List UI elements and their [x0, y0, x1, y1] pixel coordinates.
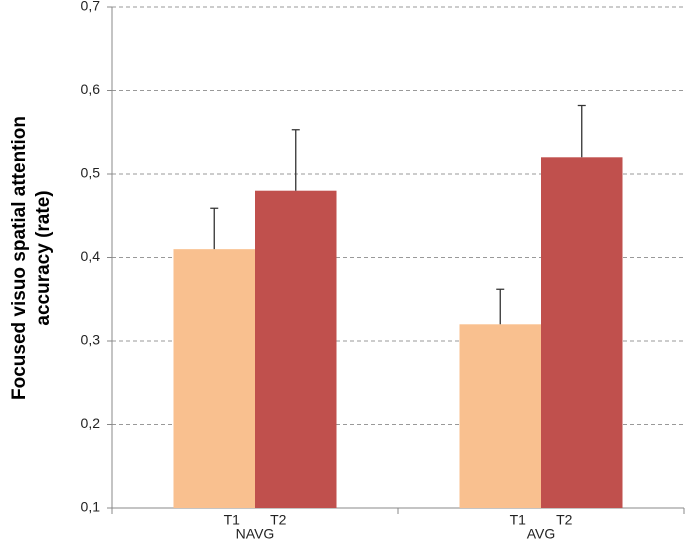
series-label: T2 [556, 512, 573, 528]
y-axis-title-line: Focused visuo spatial attention [9, 116, 30, 400]
series-label: T1 [510, 512, 527, 528]
y-tick-label: 0,1 [81, 499, 101, 515]
error-bar [577, 104, 586, 158]
error-bar [291, 129, 300, 191]
y-tick-label: 0,2 [81, 415, 101, 431]
x-tick-label: NAVG [236, 526, 275, 542]
bar [173, 249, 255, 508]
y-tick-label: 0,6 [81, 81, 101, 97]
error-bar [210, 207, 219, 250]
series-label: T1 [224, 512, 241, 528]
y-tick-label: 0,3 [81, 332, 101, 348]
bar [541, 157, 623, 509]
y-tick-label: 0,5 [81, 165, 101, 181]
y-axis-title-line: accuracy (rate) [33, 190, 54, 325]
y-axis-title: Focused visuo spatial attention accuracy… [9, 116, 54, 400]
y-tick-label: 0,4 [81, 248, 101, 264]
error-bar [496, 288, 505, 325]
bar [255, 190, 337, 508]
series-label: T2 [270, 512, 287, 528]
y-tick-label: 0,7 [81, 0, 101, 14]
x-tick-label: AVG [527, 526, 556, 542]
bar [459, 324, 541, 508]
